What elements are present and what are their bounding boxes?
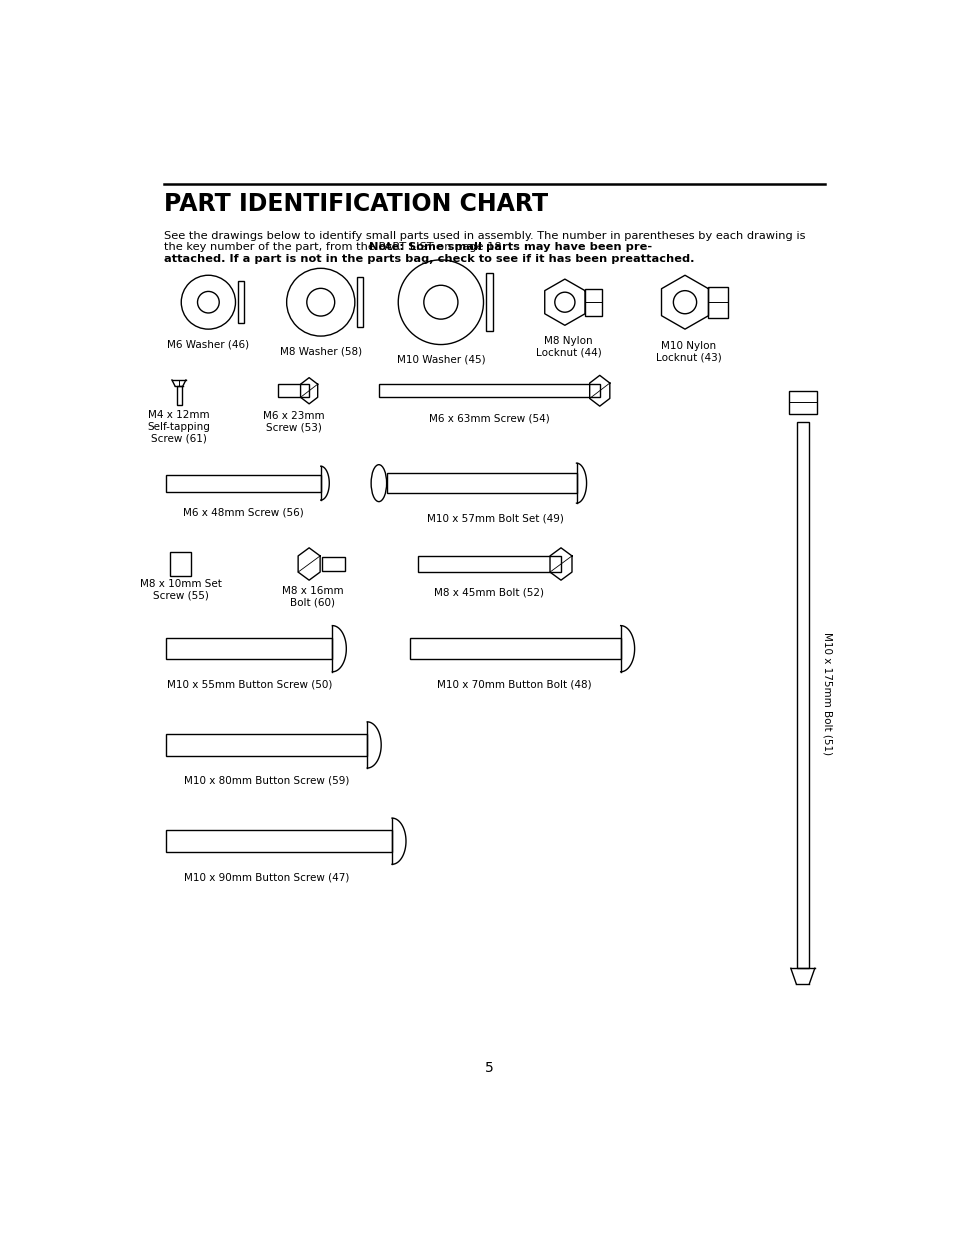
Text: M8 x 16mm
Bolt (60): M8 x 16mm Bolt (60) xyxy=(282,587,343,608)
Text: See the drawings below to identify small parts used in assembly. The number in p: See the drawings below to identify small… xyxy=(164,231,805,241)
Bar xyxy=(378,384,599,398)
Bar xyxy=(170,552,192,576)
Bar xyxy=(321,557,345,571)
Text: M10 x 70mm Button Bolt (48): M10 x 70mm Button Bolt (48) xyxy=(436,679,591,689)
Bar xyxy=(417,556,560,572)
Bar xyxy=(166,830,392,852)
Text: M10 x 175mm Bolt (51): M10 x 175mm Bolt (51) xyxy=(821,632,832,756)
Text: the key number of the part, from the PART LIST on page 18.: the key number of the part, from the PAR… xyxy=(164,242,509,252)
Text: PART IDENTIFICATION CHART: PART IDENTIFICATION CHART xyxy=(164,193,548,216)
Text: M8 Nylon
Locknut (44): M8 Nylon Locknut (44) xyxy=(536,336,601,358)
Text: M6 x 63mm Screw (54): M6 x 63mm Screw (54) xyxy=(429,414,549,424)
Bar xyxy=(356,277,363,327)
Text: M10 x 55mm Button Screw (50): M10 x 55mm Button Screw (50) xyxy=(167,679,332,689)
Text: attached. If a part is not in the parts bag, check to see if it has been preatta: attached. If a part is not in the parts … xyxy=(164,253,694,264)
Text: M10 Washer (45): M10 Washer (45) xyxy=(396,354,485,364)
Text: M6 x 48mm Screw (56): M6 x 48mm Screw (56) xyxy=(183,508,303,517)
Bar xyxy=(278,384,309,398)
Bar xyxy=(386,473,576,493)
Bar xyxy=(166,734,367,756)
Text: M8 Washer (58): M8 Washer (58) xyxy=(279,347,361,357)
Bar xyxy=(238,282,243,324)
Text: M8 x 10mm Set
Screw (55): M8 x 10mm Set Screw (55) xyxy=(139,579,221,601)
Text: Note: Some small parts may have been pre-: Note: Some small parts may have been pre… xyxy=(369,242,651,252)
Text: M10 x 80mm Button Screw (59): M10 x 80mm Button Screw (59) xyxy=(184,776,349,785)
Text: M8 x 45mm Bolt (52): M8 x 45mm Bolt (52) xyxy=(434,588,544,598)
Bar xyxy=(707,287,728,317)
Bar xyxy=(166,474,320,492)
Text: M10 x 90mm Button Screw (47): M10 x 90mm Button Screw (47) xyxy=(184,872,349,882)
Text: M10 x 57mm Bolt Set (49): M10 x 57mm Bolt Set (49) xyxy=(426,514,563,524)
Text: M6 x 23mm
Screw (53): M6 x 23mm Screw (53) xyxy=(262,411,324,432)
Text: M10 Nylon
Locknut (43): M10 Nylon Locknut (43) xyxy=(656,341,721,362)
Bar xyxy=(584,289,601,316)
Text: 5: 5 xyxy=(484,1061,493,1076)
Bar xyxy=(788,390,816,414)
Bar xyxy=(410,638,620,659)
Bar xyxy=(176,387,182,405)
Text: M4 x 12mm
Self-tapping
Screw (61): M4 x 12mm Self-tapping Screw (61) xyxy=(148,410,211,443)
Text: M6 Washer (46): M6 Washer (46) xyxy=(167,340,249,350)
Bar xyxy=(796,422,808,968)
Bar xyxy=(486,273,493,331)
Bar xyxy=(166,638,332,659)
